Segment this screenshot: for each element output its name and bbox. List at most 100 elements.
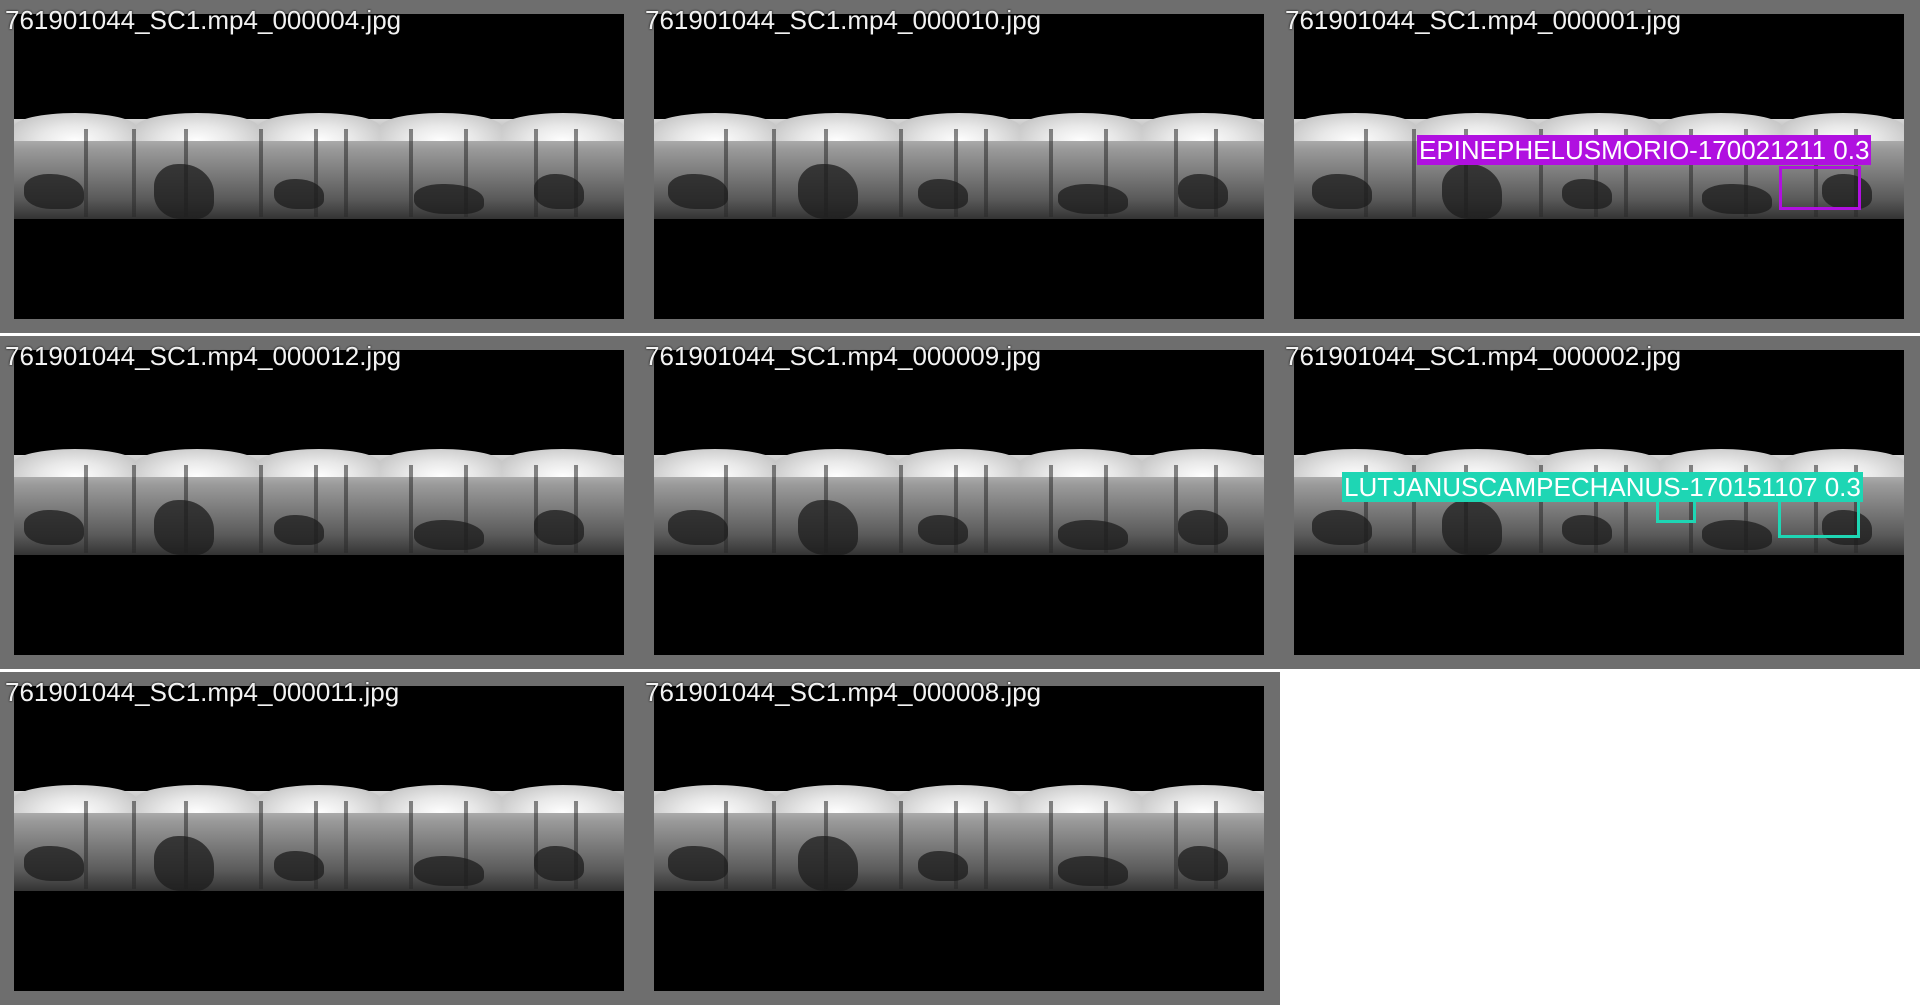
frame-strut (1412, 465, 1416, 553)
frame-strut (772, 129, 776, 217)
camera-dome (136, 785, 258, 813)
camera-dome (14, 785, 136, 813)
seafloor-rock (24, 510, 84, 545)
frame-strut (1049, 465, 1053, 553)
frame-image (14, 686, 624, 991)
thumbnail-tile[interactable]: 761901044_SC1.mp4_000010.jpg (640, 0, 1280, 333)
seafloor-rock (1058, 520, 1128, 550)
camera-dome (654, 449, 776, 477)
camera-dome (898, 449, 1020, 477)
seafloor-rock (1178, 510, 1228, 545)
seafloor-rock (918, 179, 968, 209)
thumbnail-tile[interactable]: 761901044_SC1.mp4_000008.jpg (640, 672, 1280, 1005)
thumbnail-tile[interactable]: EPINEPHELUSMORIO-170021211 0.3 761901044… (1280, 0, 1920, 333)
frame-strut (724, 129, 728, 217)
frame-strut (84, 465, 88, 553)
frame-strut (724, 801, 728, 889)
frame-strut (1214, 465, 1218, 553)
frame-strut (574, 465, 578, 553)
camera-dome (1142, 449, 1264, 477)
seafloor-rock (1178, 174, 1228, 209)
frame-strut (84, 129, 88, 217)
thumbnail-tile[interactable]: 761901044_SC1.mp4_000009.jpg (640, 336, 1280, 669)
frame-strut (464, 801, 468, 889)
camera-dome (776, 113, 898, 141)
frame-strut (344, 129, 348, 217)
panorama-strip (14, 113, 624, 219)
camera-dome (14, 449, 136, 477)
frame-strut (314, 465, 318, 553)
seafloor-rock (534, 510, 584, 545)
frame-strut (409, 129, 413, 217)
frame-image (654, 686, 1264, 991)
seafloor-rock (24, 174, 84, 209)
frame-strut (1624, 129, 1628, 217)
seafloor-rock (274, 851, 324, 881)
frame-strut (1539, 129, 1543, 217)
frame-strut (899, 465, 903, 553)
seafloor-rock (1312, 510, 1372, 545)
frame-strut (899, 801, 903, 889)
frame-strut (344, 801, 348, 889)
seafloor-rock (154, 836, 214, 891)
camera-dome (898, 785, 1020, 813)
seafloor-rock (798, 836, 858, 891)
frame-strut (534, 465, 538, 553)
seafloor-rock (414, 520, 484, 550)
camera-dome (1142, 113, 1264, 141)
frame-strut (1594, 465, 1598, 553)
frame-strut (984, 801, 988, 889)
camera-dome (14, 113, 136, 141)
panorama-strip (14, 449, 624, 555)
frame-strut (534, 129, 538, 217)
camera-dome (654, 785, 776, 813)
detection-box (1778, 496, 1860, 538)
frame-image (1294, 350, 1904, 655)
seafloor-rock (1442, 164, 1502, 219)
frame-strut (574, 801, 578, 889)
frame-strut (1539, 465, 1543, 553)
thumbnail-tile[interactable]: LUTJANUSCAMPECHANUS-170151107 0.3 761901… (1280, 336, 1920, 669)
camera-dome (1142, 785, 1264, 813)
panorama-strip (654, 449, 1264, 555)
camera-dome (1294, 113, 1416, 141)
seafloor-rock (1058, 184, 1128, 214)
thumbnail-tile[interactable]: 761901044_SC1.mp4_000004.jpg (0, 0, 640, 333)
camera-dome (136, 449, 258, 477)
frame-strut (409, 801, 413, 889)
camera-dome (1020, 449, 1142, 477)
frame-strut (954, 801, 958, 889)
seafloor-rock (154, 164, 214, 219)
frame-strut (1814, 465, 1818, 553)
seafloor-rock (24, 846, 84, 881)
seafloor-rock (1702, 184, 1772, 214)
thumbnail-tile[interactable]: 761901044_SC1.mp4_000011.jpg (0, 672, 640, 1005)
frame-strut (1049, 129, 1053, 217)
seafloor-rock (1822, 510, 1872, 545)
detection-label: LUTJANUSCAMPECHANUS-170151107 0.3 (1342, 472, 1863, 502)
camera-dome (654, 113, 776, 141)
seafloor-rock (918, 515, 968, 545)
frame-strut (1854, 129, 1858, 217)
frame-strut (314, 801, 318, 889)
frame-strut (409, 465, 413, 553)
frame-strut (1624, 465, 1628, 553)
frame-image (14, 14, 624, 319)
seafloor-rock (668, 846, 728, 881)
frame-strut (899, 129, 903, 217)
panorama-strip (654, 113, 1264, 219)
seafloor-rock (534, 174, 584, 209)
frame-strut (259, 465, 263, 553)
seafloor-rock (414, 184, 484, 214)
seafloor-rock (668, 174, 728, 209)
seafloor-rock (798, 164, 858, 219)
frame-strut (84, 801, 88, 889)
thumbnail-tile[interactable]: 761901044_SC1.mp4_000012.jpg (0, 336, 640, 669)
frame-strut (534, 801, 538, 889)
frame-strut (1814, 129, 1818, 217)
camera-dome (776, 449, 898, 477)
seafloor-rock (1058, 856, 1128, 886)
seafloor-rock (1178, 846, 1228, 881)
frame-strut (1104, 801, 1108, 889)
seafloor-rock (668, 510, 728, 545)
